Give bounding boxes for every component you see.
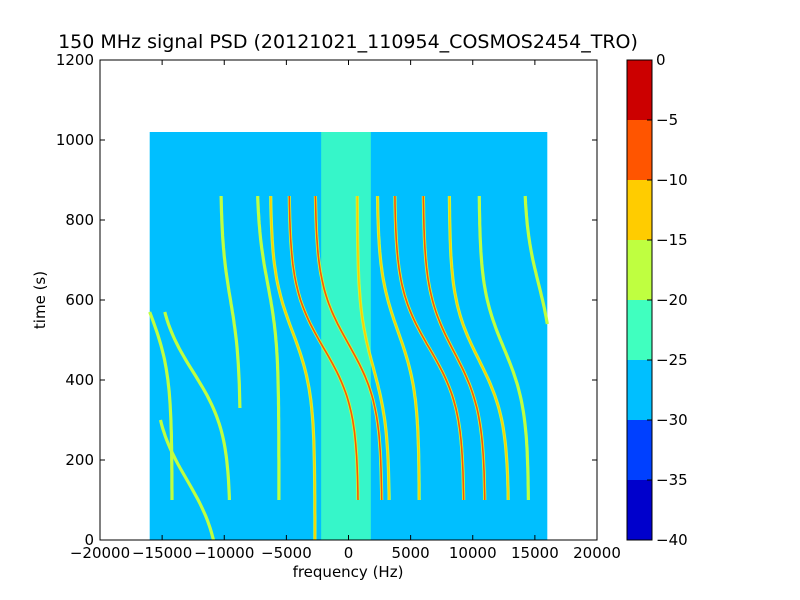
colorbar-tick-label: −30: [656, 411, 688, 429]
x-tick-label: 0: [344, 544, 354, 562]
colorbar-tick-label: 0: [656, 51, 666, 69]
heatmap-trace: [376, 195, 420, 501]
x-tick-label: 10000: [449, 544, 497, 562]
colorbar-tick-label: −15: [656, 231, 688, 249]
x-tick-label: 15000: [511, 544, 559, 562]
x-tick-label: −5000: [261, 544, 312, 562]
heatmap-trace: [422, 196, 486, 500]
x-tick-label: −10000: [194, 544, 254, 562]
plot-area: −20000 −15000 −10000 −5000 0 5000 10000 15000 20…: [56, 51, 621, 562]
colorbar-tick-label: −5: [656, 111, 678, 129]
colorbar-ticks: −40 −35 −30 −25 −20 −15 −10 −5 0: [647, 51, 688, 549]
heatmap-trace: [164, 311, 231, 501]
heatmap-trace: [394, 195, 465, 500]
colorbar-tick-label: −35: [656, 471, 688, 489]
y-tick-label: 1000: [56, 131, 94, 149]
x-tick-label: −15000: [132, 544, 192, 562]
colorbar-segment: [627, 420, 652, 480]
chart-title: 150 MHz signal PSD (20121021_110954_COSM…: [58, 31, 638, 53]
colorbar-segments: [627, 60, 652, 540]
y-tick-label: 0: [84, 531, 94, 549]
spectrogram-heatmap: [148, 132, 549, 541]
colorbar-segment: [627, 60, 652, 120]
y-tick-label: 600: [65, 291, 94, 309]
colorbar-tick-label: −40: [656, 531, 688, 549]
colorbar-tick-label: −20: [656, 291, 688, 309]
y-tick-label: 200: [65, 451, 94, 469]
colorbar-segment: [627, 300, 652, 360]
y-axis-label: time (s): [31, 271, 49, 329]
x-axis-ticks: −20000 −15000 −10000 −5000 0 5000 10000 15000 20…: [70, 60, 621, 562]
colorbar-tick-label: −25: [656, 351, 688, 369]
heatmap-trace: [356, 196, 390, 500]
colorbar-segment: [627, 120, 652, 180]
y-tick-label: 800: [65, 211, 94, 229]
heatmap-trace: [288, 195, 359, 501]
colorbar-segment: [627, 180, 652, 240]
heatmap-trace: [524, 195, 549, 325]
x-tick-label: 5000: [392, 544, 430, 562]
heatmap-trace: [269, 195, 316, 540]
heatmap-trace: [448, 196, 509, 501]
colorbar-segment: [627, 480, 652, 540]
heatmap-trace: [478, 196, 530, 501]
colorbar-tick-label: −10: [656, 171, 688, 189]
heatmap-trace: [159, 419, 215, 541]
y-tick-label: 1200: [56, 51, 94, 69]
heatmap-trace: [256, 195, 280, 500]
x-tick-label: −20000: [70, 544, 130, 562]
x-tick-label: 20000: [573, 544, 621, 562]
colorbar-segment: [627, 240, 652, 300]
x-axis-label: frequency (Hz): [293, 563, 404, 581]
y-axis-ticks: 0 200 400 600 800 1000 1200: [56, 51, 597, 549]
heatmap-central-band: [321, 132, 371, 540]
colorbar-segment: [627, 360, 652, 420]
colorbar: −40 −35 −30 −25 −20 −15 −10 −5 0: [626, 51, 688, 549]
y-tick-label: 400: [65, 371, 94, 389]
heatmap-trace: [220, 195, 241, 409]
heatmap-trace: [314, 195, 383, 501]
heatmap-trace: [148, 311, 173, 500]
